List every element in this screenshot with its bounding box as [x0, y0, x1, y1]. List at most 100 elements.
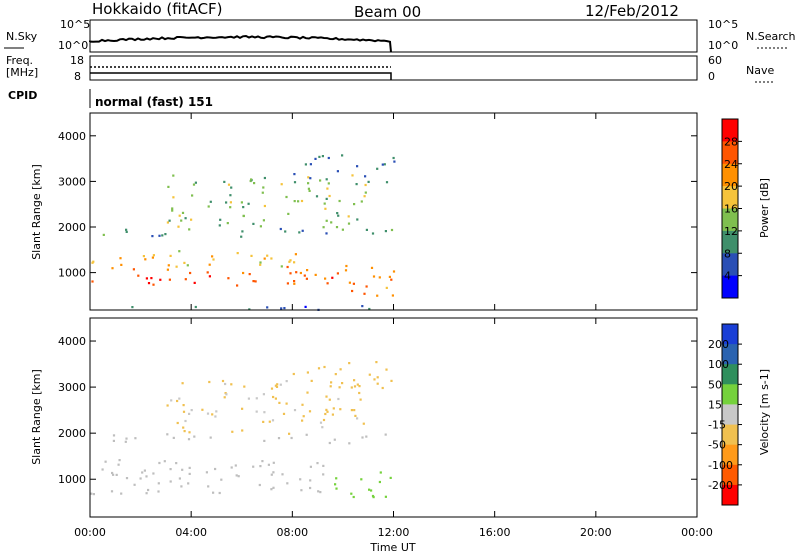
nsky-trace [89, 34, 392, 53]
scatter-cell [289, 272, 292, 275]
scatter-cell [364, 183, 367, 187]
scatter-cell [250, 178, 253, 181]
scatter-cell [314, 157, 317, 160]
scatter-cell [172, 436, 175, 439]
scatter-cell [275, 385, 279, 388]
colorbar-tick-label: 28 [724, 135, 738, 148]
scatter-cell [237, 475, 240, 478]
scatter-cell [372, 275, 376, 278]
scatter-cell [169, 480, 172, 483]
scatter-cell [285, 380, 288, 383]
scatter-cell [258, 483, 261, 487]
scatter-cell [331, 276, 334, 279]
scatter-cell [371, 232, 375, 235]
power-x-ticks [89, 113, 698, 310]
scatter-cell [325, 232, 328, 235]
scatter-cell [318, 155, 321, 158]
scatter-cell [383, 163, 386, 166]
scatter-cell [172, 174, 175, 177]
scatter-cell [167, 185, 170, 188]
freq-label-2: [MHz] [6, 66, 38, 79]
scatter-cell [308, 410, 312, 413]
scatter-cell [263, 176, 266, 180]
scatter-cell [379, 471, 382, 474]
scatter-cell [133, 483, 136, 486]
scatter-cell [145, 277, 148, 280]
scatter-cell [304, 305, 307, 308]
scatter-cell [261, 191, 264, 194]
scatter-cell [358, 391, 361, 395]
scatter-cell [171, 209, 174, 212]
scatter-cell [242, 214, 245, 217]
scatter-cell [214, 415, 217, 418]
scatter-cell [356, 417, 359, 420]
power-colorbar: 4 8 12 16 20 24 28 [721, 118, 742, 299]
scatter-cell [368, 488, 371, 491]
scatter-cell [300, 199, 304, 203]
scatter-cell [306, 371, 309, 374]
time-tick-label: 00:00 [74, 526, 106, 539]
scatter-cell [384, 230, 387, 233]
scatter-cell [330, 221, 333, 224]
scatter-cell [309, 163, 312, 166]
scatter-cell [288, 432, 291, 435]
scatter-cell [326, 410, 329, 413]
scatter-cell [172, 196, 175, 199]
scatter-cell [322, 226, 325, 229]
y-tick-label: 4000 [58, 335, 86, 348]
scatter-cell [323, 365, 326, 369]
scatter-cell [125, 228, 128, 231]
colorbar-frame [721, 323, 739, 506]
scatter-cell [321, 426, 324, 429]
colorbar-tick-label: -15 [708, 419, 726, 432]
scatter-cell [347, 222, 351, 225]
scatter-cell [259, 465, 262, 468]
scatter-cell [166, 404, 169, 407]
y-tick-label: 3000 [58, 175, 86, 188]
scatter-cell [327, 182, 330, 185]
scatter-cell [207, 205, 210, 208]
station-title: Hokkaido (fitACF) [92, 0, 223, 18]
scatter-cell [120, 492, 123, 495]
scatter-cell [191, 194, 194, 197]
scatter-cell [183, 430, 186, 433]
nave-label: Nave [746, 64, 774, 77]
scatter-cell [325, 197, 328, 200]
scatter-cell [336, 170, 339, 173]
power-frame [89, 112, 698, 311]
scatter-cell [263, 411, 266, 414]
scatter-cell [344, 269, 348, 272]
scatter-cell [293, 181, 297, 184]
colorbar-tick-label: 4 [724, 270, 731, 283]
scatter-cell [347, 215, 350, 218]
cpid-text: normal (fast) 151 [95, 95, 213, 109]
scatter-cell [307, 182, 310, 185]
scatter-cell [115, 473, 118, 476]
scatter-cell [321, 155, 324, 158]
scatter-cell [182, 410, 186, 413]
colorbar-tick-label: 50 [708, 378, 722, 391]
time-tick-label: 12:00 [378, 526, 410, 539]
scatter-cell [286, 265, 289, 269]
scatter-cell [206, 412, 210, 415]
scatter-cell [242, 206, 245, 209]
power-y-ticks: 1000 2000 3000 4000 [58, 130, 697, 280]
scatter-cell [261, 460, 264, 463]
velocity-colorbar: 200 100 50 15 -15 -50 -100 -200 [708, 323, 742, 506]
scatter-cell [331, 413, 334, 416]
scatter-cell [125, 437, 128, 440]
scatter-cell [325, 178, 328, 181]
scatter-cell [348, 442, 351, 445]
colorbar-segment [722, 464, 738, 486]
scatter-cell [280, 265, 283, 268]
scatter-cell [157, 490, 160, 493]
scatter-cell [272, 471, 275, 474]
scatter-cell [319, 421, 323, 424]
scatter-cell [208, 275, 211, 278]
scatter-cell [385, 368, 388, 371]
scatter-cell [293, 280, 296, 283]
scatter-cell [208, 263, 211, 266]
scatter-cell [152, 283, 155, 286]
colorbar-segment [722, 364, 738, 385]
